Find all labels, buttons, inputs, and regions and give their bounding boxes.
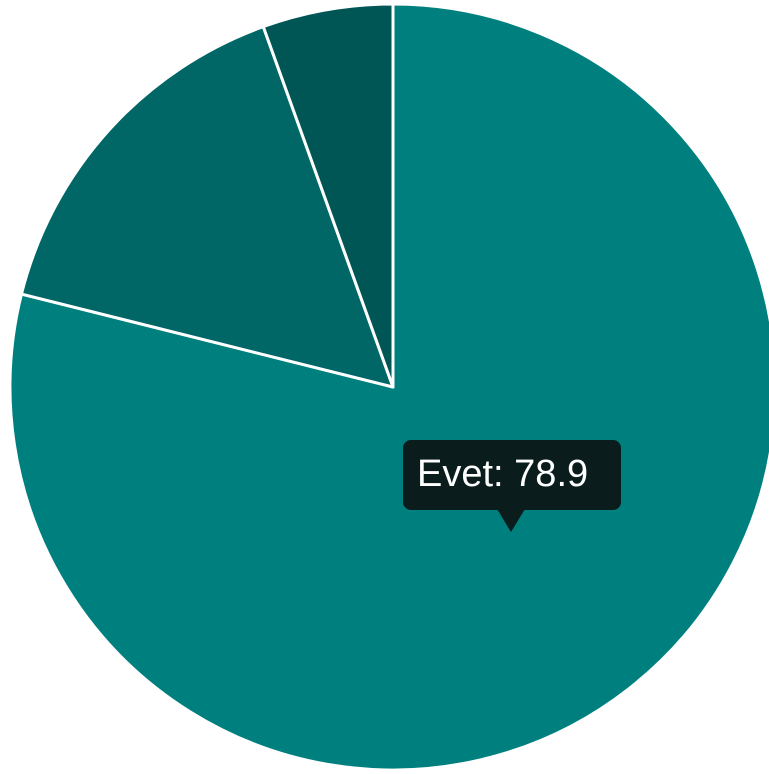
slices bbox=[8, 2, 769, 772]
tooltip: Evet: 78.9 bbox=[403, 440, 621, 532]
pie-slice bbox=[19, 25, 395, 389]
tooltip-box bbox=[403, 440, 621, 510]
pie-slice bbox=[261, 2, 395, 389]
tooltip-separator: : bbox=[493, 453, 514, 495]
tooltip-category: Evet bbox=[417, 453, 493, 495]
tooltip-caret bbox=[497, 509, 525, 532]
tooltip-value: 78.9 bbox=[514, 453, 588, 495]
tooltip-text: Evet: 78.9 bbox=[417, 453, 588, 495]
